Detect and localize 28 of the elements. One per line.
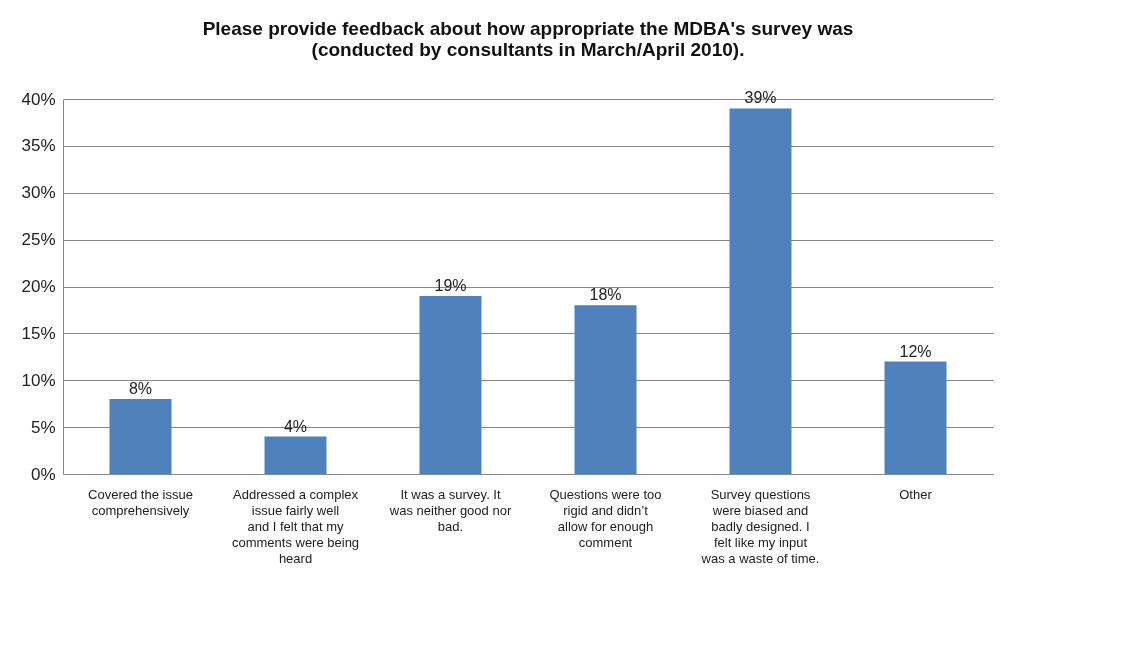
x-tick-label: Survey questions were biased and badly designed. I felt like my input was a waste of time. <box>700 486 820 566</box>
chart-title: Please provide feedback about how appropriate the MDBA's survey was (conducted by consultants in March/April 2010). <box>202 18 854 60</box>
x-tick-label: Addressed a complex issue fairly well and I felt that my comments were being heard <box>231 486 360 566</box>
data-label: 4% <box>283 417 308 435</box>
y-tick-label: 20% <box>21 277 56 296</box>
bar <box>419 295 482 474</box>
y-tick-label: 0% <box>30 464 56 484</box>
data-label: 8% <box>128 380 153 397</box>
y-tick-label: 10% <box>21 370 56 390</box>
y-tick-label: 30% <box>21 183 56 203</box>
y-tick-label: 15% <box>21 323 56 343</box>
x-tick-label: Questions were too rigid and didn’t allow for enough comment <box>549 486 662 550</box>
y-tick-label: 35% <box>21 136 56 156</box>
x-tick-label: Other <box>899 486 933 502</box>
bar <box>109 399 172 474</box>
data-label: 39% <box>744 89 777 107</box>
bar <box>264 436 327 474</box>
x-tick-label: It was a survey. It was neither good nor bad. <box>388 486 512 534</box>
x-tick-label: Covered the issue comprehensively <box>88 486 193 518</box>
y-tick-label: 5% <box>30 417 56 437</box>
bar <box>729 108 792 474</box>
bar <box>884 361 947 474</box>
y-tick-label: 25% <box>21 230 56 250</box>
data-label: 18% <box>589 286 622 304</box>
data-label: 12% <box>899 342 932 360</box>
bar <box>574 305 637 474</box>
data-label: 19% <box>434 276 467 294</box>
y-tick-label: 40% <box>21 89 56 109</box>
